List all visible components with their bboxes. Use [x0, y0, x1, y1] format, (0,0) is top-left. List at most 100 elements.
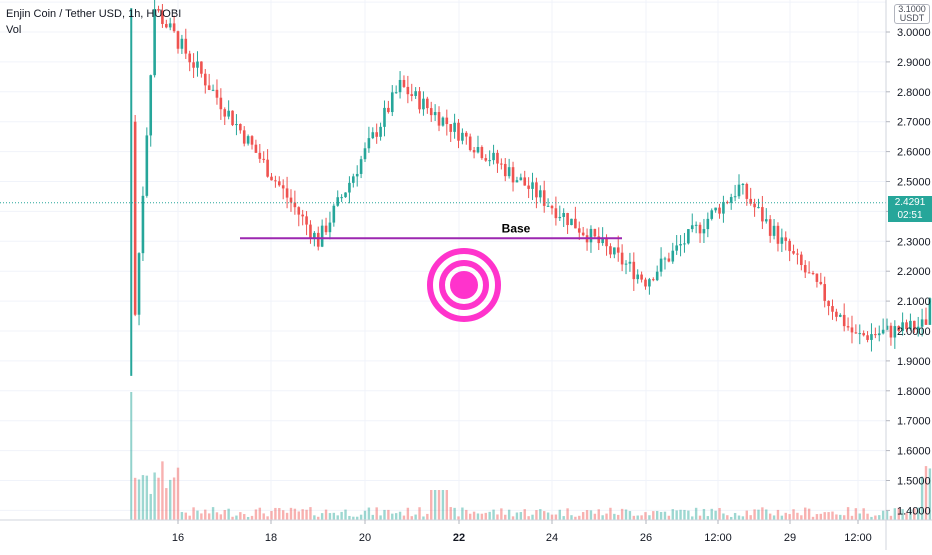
- y-tick-label: 1.7000: [897, 416, 931, 428]
- volume-bar: [141, 475, 145, 520]
- volume-bar: [578, 515, 581, 520]
- x-tick-label: 12:00: [844, 532, 872, 544]
- candle-body: [889, 325, 893, 338]
- candle-body: [426, 98, 429, 109]
- volume-bar: [807, 508, 811, 520]
- volume-bar: [379, 515, 382, 520]
- volume-bar: [570, 515, 573, 520]
- candle-body: [293, 202, 297, 208]
- candle-body: [909, 320, 912, 330]
- candle-body: [203, 73, 207, 86]
- volume-bar: [285, 512, 289, 520]
- volume-bar: [827, 512, 830, 520]
- volume-bar: [476, 513, 480, 520]
- volume-bar: [352, 516, 355, 520]
- candle-body: [737, 184, 741, 197]
- candle-body: [239, 124, 242, 131]
- candle-body: [581, 232, 585, 236]
- candle-body: [258, 152, 262, 159]
- currency-badge[interactable]: 3.1000 USDT: [894, 4, 930, 24]
- volume-bar: [441, 490, 445, 520]
- target-ring: [439, 260, 489, 310]
- volume-bar: [437, 490, 441, 520]
- volume-bar: [359, 514, 363, 520]
- candle-body: [877, 333, 881, 336]
- volume-bar: [250, 515, 254, 520]
- y-tick-label: 2.8000: [897, 87, 931, 99]
- volume-bar: [846, 507, 850, 520]
- volume-bar: [909, 509, 912, 520]
- volume-bar: [663, 511, 667, 520]
- y-tick-label: 2.9000: [897, 57, 931, 69]
- volume-bar: [574, 516, 577, 520]
- candle-body: [340, 197, 343, 199]
- volume-bar: [811, 516, 815, 520]
- volume-bar: [161, 461, 164, 520]
- volume-bar: [858, 513, 861, 520]
- volume-bar: [917, 507, 920, 520]
- x-tick-label: 22: [453, 532, 465, 544]
- volume-bar: [488, 511, 491, 520]
- candle-body: [281, 185, 285, 189]
- candle-body: [757, 207, 760, 209]
- volume-bar: [363, 510, 367, 520]
- volume-bar: [780, 515, 784, 520]
- candle-body: [476, 147, 480, 153]
- candle-body: [624, 263, 628, 265]
- volume-bar: [546, 512, 550, 520]
- volume-bar: [558, 509, 561, 520]
- volume-bar: [235, 515, 238, 520]
- volume-bar: [913, 508, 916, 520]
- volume-bar: [332, 512, 336, 520]
- candle-body: [414, 91, 417, 96]
- candle-body: [231, 110, 234, 126]
- volume-bar: [176, 467, 180, 520]
- candle-body: [188, 53, 191, 63]
- candle-body: [893, 326, 897, 338]
- volume-bar: [796, 512, 799, 520]
- candle-body: [753, 203, 756, 208]
- volume-bar: [371, 514, 374, 520]
- symbol-title[interactable]: Enjin Coin / Tether USD, 1h, HUOBI: [6, 8, 182, 20]
- candle-body: [667, 258, 671, 262]
- volume-bar: [465, 509, 468, 520]
- candle-body: [558, 216, 562, 219]
- candle-body: [846, 326, 850, 328]
- candle-body: [768, 219, 772, 236]
- candle-body: [149, 75, 153, 136]
- candle-body: [246, 136, 250, 144]
- volume-bar: [632, 515, 636, 520]
- volume-bar: [188, 515, 191, 520]
- candle-body: [835, 311, 838, 317]
- volume-bar: [449, 507, 452, 520]
- volume-bar: [624, 509, 628, 520]
- candle-body: [324, 225, 328, 233]
- candle-body: [254, 144, 258, 153]
- volume-bar: [133, 477, 137, 520]
- volume-bar: [367, 507, 371, 520]
- candle-body: [387, 107, 390, 113]
- volume-bar: [675, 510, 678, 520]
- volume-bar: [819, 513, 823, 520]
- candle-body: [250, 136, 254, 145]
- volume-bar: [472, 511, 476, 520]
- candle-body: [519, 177, 523, 181]
- volume-bar: [655, 510, 659, 520]
- volume-label[interactable]: Vol: [6, 24, 22, 36]
- candle-body: [297, 207, 301, 215]
- volume-bar: [519, 512, 523, 520]
- candle-body: [161, 10, 164, 24]
- volume-bar: [426, 513, 429, 520]
- target-ring: [427, 248, 501, 322]
- volume-bar: [870, 516, 873, 520]
- candle-body: [905, 322, 908, 330]
- volume-bar: [730, 516, 733, 520]
- candle-body: [383, 107, 386, 127]
- volume-bar: [527, 516, 530, 520]
- candle-body: [651, 279, 655, 281]
- volume-bar: [897, 507, 900, 520]
- volume-bar: [839, 514, 842, 520]
- bar-countdown: 02:51: [897, 210, 923, 221]
